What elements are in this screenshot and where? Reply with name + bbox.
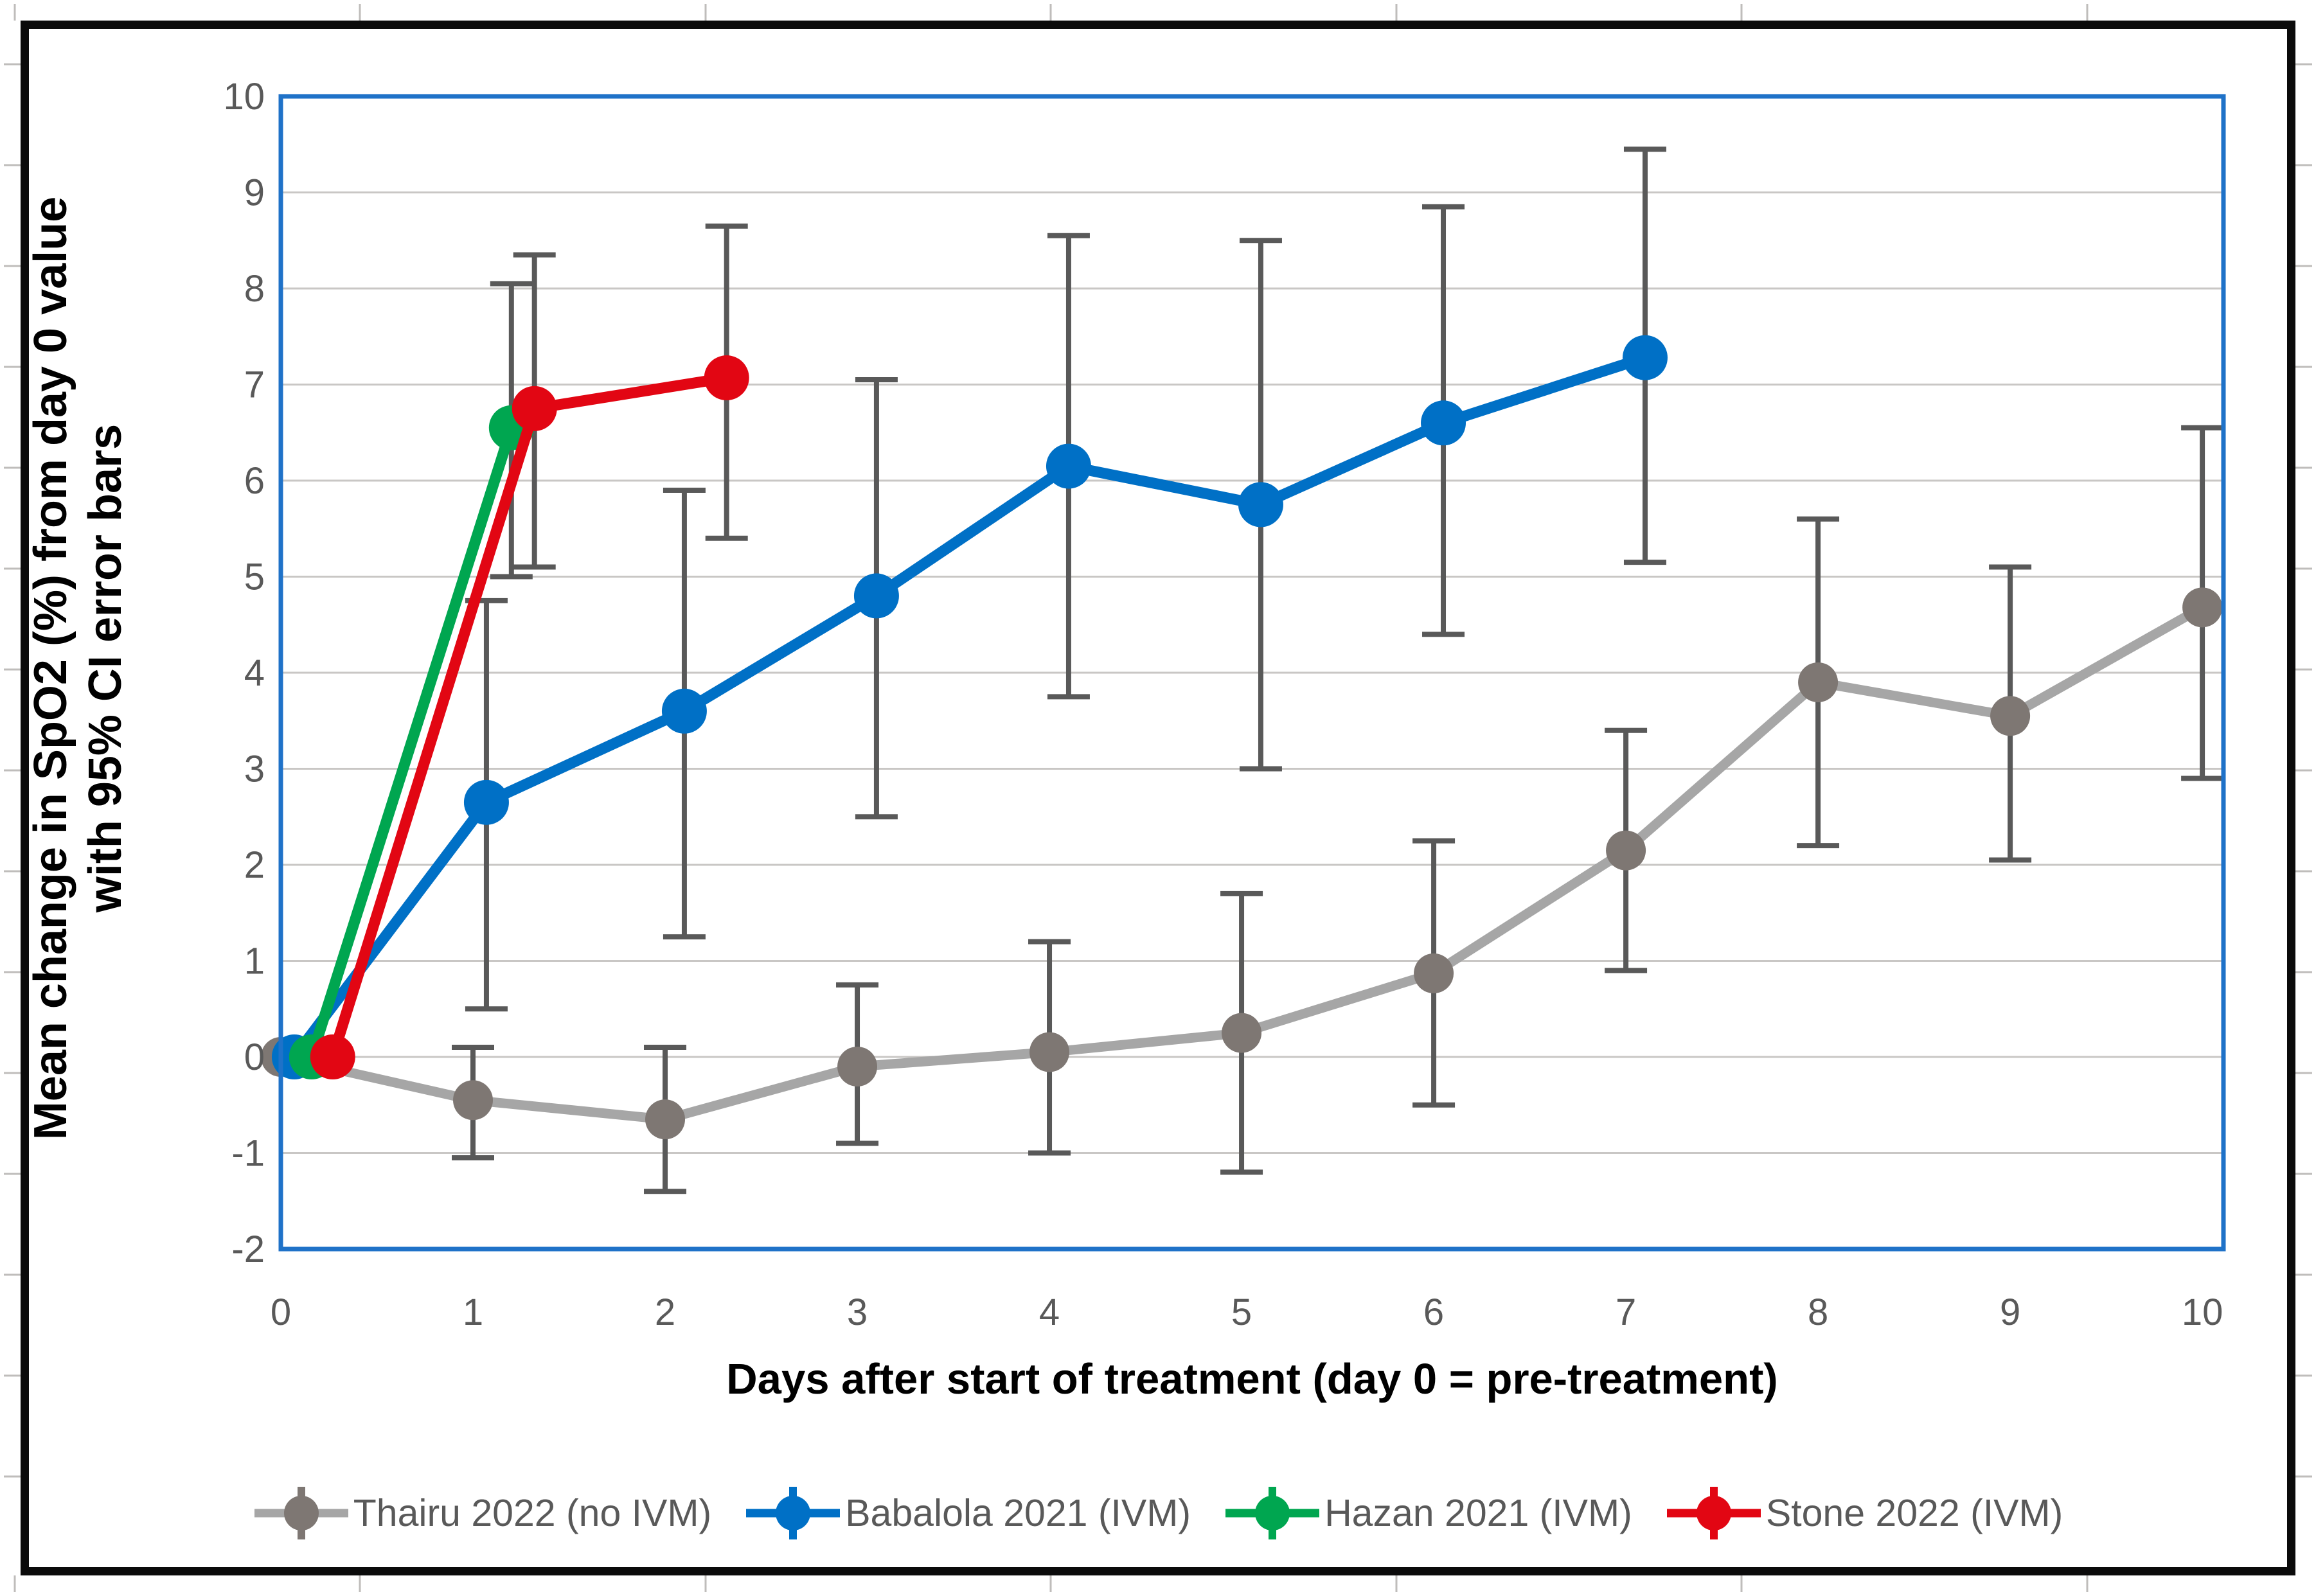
y-tick-label: 8 xyxy=(244,268,265,310)
data-point xyxy=(1606,830,1646,871)
x-tick-label: 9 xyxy=(2000,1291,2020,1333)
legend-item-4: Stone 2022 (IVM) xyxy=(1666,1478,2063,1548)
legend-label: Thairu 2022 (no IVM) xyxy=(353,1492,712,1534)
data-point xyxy=(1029,1032,1070,1072)
y-tick-label: -1 xyxy=(231,1133,265,1175)
y-tick-label: 6 xyxy=(244,460,265,502)
legend-dot-icon xyxy=(1255,1496,1290,1530)
chart-legend: Thairu 2022 (no IVM) Babalola 2021 (IVM) H… xyxy=(39,1478,2277,1548)
data-point xyxy=(837,1046,878,1086)
plot-border xyxy=(278,94,2226,1252)
series-line-2 xyxy=(289,352,1651,1063)
y-tick-label: 2 xyxy=(244,844,265,886)
legend-item-1: Thairu 2022 (no IVM) xyxy=(253,1478,711,1548)
y-tick-label: 9 xyxy=(244,172,265,214)
x-axis-title: Days after start of treatment (day 0 = p… xyxy=(726,1355,1778,1403)
data-point xyxy=(1798,662,1839,702)
y-axis-title: Mean change in SpO2 (%) from day 0 value… xyxy=(24,197,133,1140)
data-point xyxy=(1421,400,1466,446)
legend-dot-icon xyxy=(283,1496,319,1530)
y-axis-title-line1: Mean change in SpO2 (%) from day 0 value xyxy=(25,196,77,1140)
x-tick-label: 8 xyxy=(1808,1291,1828,1333)
data-point xyxy=(1046,443,1091,489)
data-point xyxy=(1414,953,1454,993)
legend-marker-icon xyxy=(1666,1487,1761,1539)
y-tick-label: 1 xyxy=(244,941,265,982)
legend-dot-icon xyxy=(1696,1496,1731,1530)
x-tick-label: 5 xyxy=(1231,1291,1252,1333)
x-tick-label: 7 xyxy=(1616,1291,1636,1333)
data-point xyxy=(853,573,899,619)
data-point xyxy=(1990,696,2031,736)
x-tick-label: 4 xyxy=(1039,1291,1060,1333)
x-tick-label: 2 xyxy=(655,1291,675,1333)
y-tick-label: 4 xyxy=(244,652,265,694)
legend-dot-icon xyxy=(776,1496,811,1530)
data-point xyxy=(704,355,749,401)
x-tick-label: 3 xyxy=(847,1291,868,1333)
y-tick-label: 5 xyxy=(244,556,265,598)
y-axis-title-line2: with 95% CI error bars xyxy=(80,423,131,913)
data-point xyxy=(1222,1013,1262,1053)
data-point xyxy=(453,1080,494,1121)
legend-marker-icon xyxy=(254,1487,348,1539)
legend-label: Hazan 2021 (IVM) xyxy=(1324,1492,1632,1534)
y-tick-label: 7 xyxy=(244,364,265,406)
y-tick-label: 3 xyxy=(244,749,265,790)
legend-label: Babalola 2021 (IVM) xyxy=(845,1492,1191,1534)
outer-frame xyxy=(21,21,2295,1575)
data-point xyxy=(645,1099,686,1140)
y-tick-label: -2 xyxy=(231,1228,265,1270)
x-tick-label: 1 xyxy=(463,1291,483,1333)
x-tick-label: 0 xyxy=(271,1291,291,1333)
data-point xyxy=(661,688,707,734)
y-tick-label: 0 xyxy=(244,1036,265,1078)
series-line-3 xyxy=(306,422,517,1063)
data-point xyxy=(2182,587,2223,628)
data-point xyxy=(463,779,509,825)
legend-item-2: Babalola 2021 (IVM) xyxy=(745,1478,1191,1548)
legend-marker-icon xyxy=(1225,1487,1320,1539)
legend-label: Stone 2022 (IVM) xyxy=(1765,1492,2063,1534)
legend-item-3: Hazan 2021 (IVM) xyxy=(1224,1478,1632,1548)
data-point xyxy=(310,1034,355,1079)
x-tick-label: 10 xyxy=(2182,1291,2223,1333)
data-point xyxy=(1622,335,1668,380)
x-tick-label: 6 xyxy=(1423,1291,1444,1333)
data-point xyxy=(512,386,557,431)
y-tick-label: 10 xyxy=(223,76,265,118)
data-point xyxy=(1238,482,1283,528)
legend-marker-icon xyxy=(746,1487,841,1539)
